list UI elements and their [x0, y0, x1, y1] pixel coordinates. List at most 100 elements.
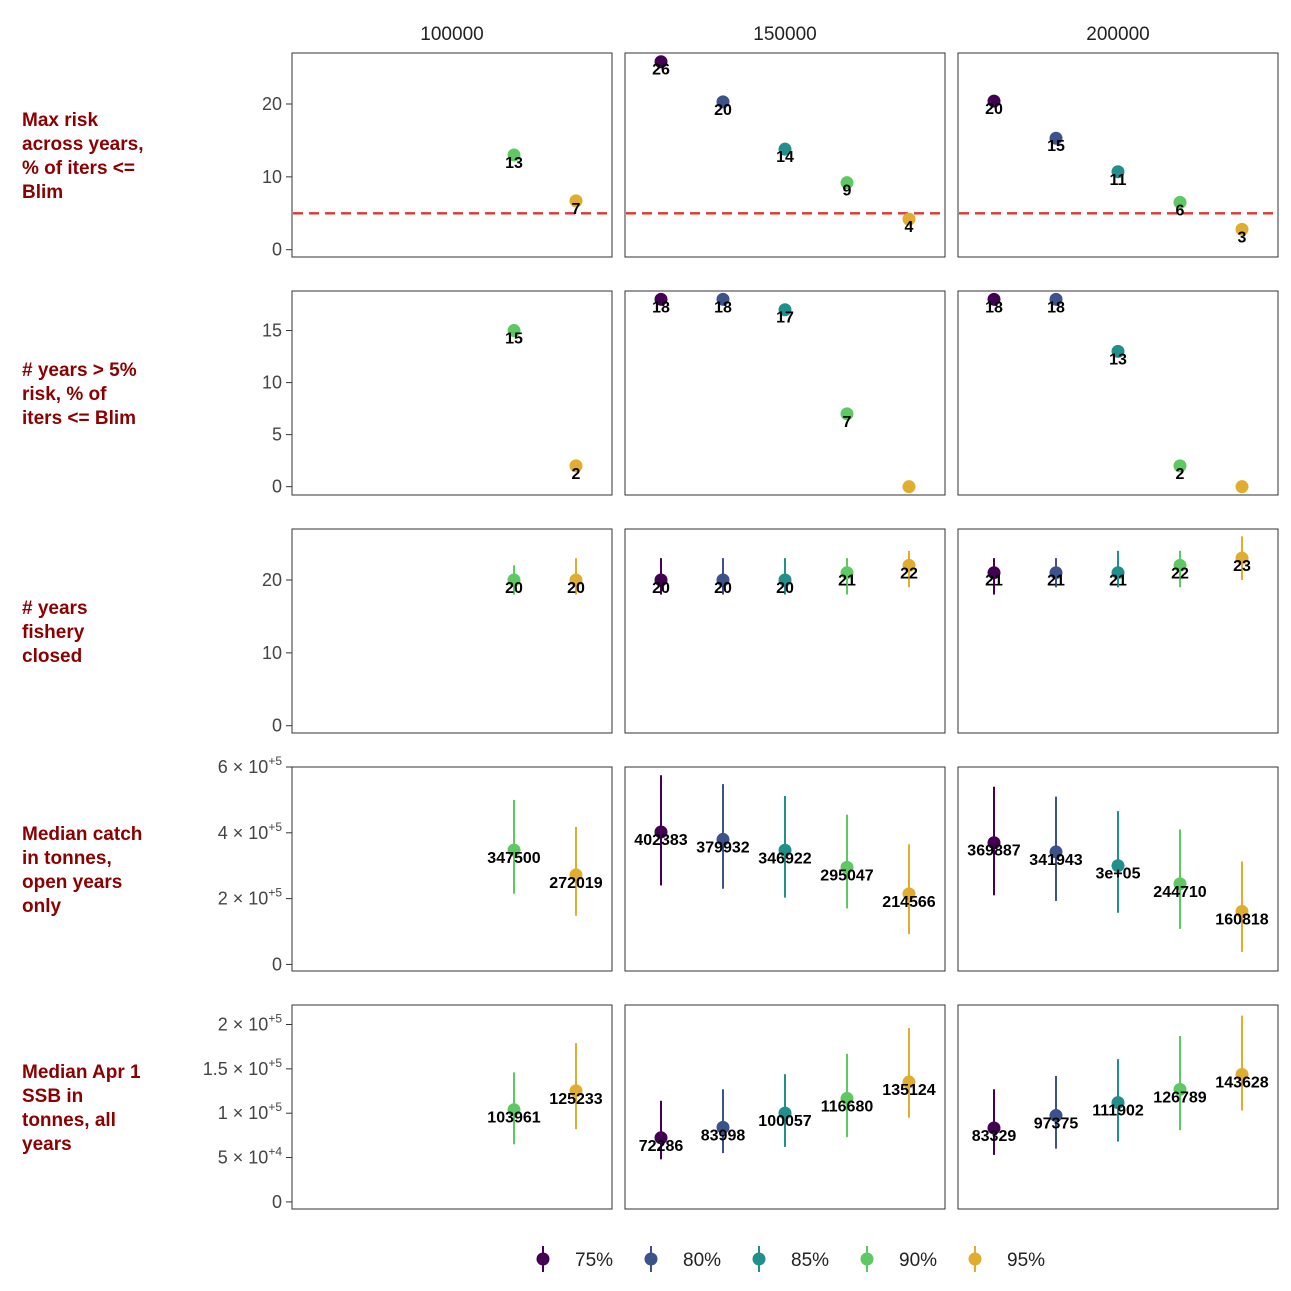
data-point	[569, 1084, 583, 1098]
data-point	[778, 573, 792, 587]
data-point	[902, 480, 916, 494]
y-tick-label: 2 × 10+5	[218, 886, 283, 909]
y-tick-label: 5	[272, 425, 282, 445]
data-label: 272019	[549, 875, 602, 892]
data-point	[840, 566, 854, 580]
y-tick-value: 0	[272, 954, 282, 974]
data-label: 346922	[758, 850, 811, 867]
data-point	[1173, 195, 1187, 209]
y-tick-value: 10	[262, 373, 282, 393]
data-label: 21	[838, 573, 856, 590]
data-label: 21	[1109, 573, 1127, 590]
y-tick-value: 20	[262, 570, 282, 590]
data-label: 72286	[639, 1138, 684, 1155]
data-label: 20	[714, 102, 732, 119]
data-point	[987, 566, 1001, 580]
y-tick-label: 0	[272, 716, 282, 736]
row-label: only	[22, 896, 61, 917]
data-point	[840, 407, 854, 421]
y-tick-label: 0	[272, 477, 282, 497]
data-point	[507, 324, 521, 338]
data-label: 11	[1110, 172, 1127, 189]
data-label: 9	[843, 183, 852, 200]
data-label: 103961	[487, 1110, 540, 1127]
legend-label: 80%	[683, 1250, 721, 1271]
data-point	[569, 459, 583, 473]
data-point	[716, 573, 730, 587]
y-tick-value: 2 × 10	[218, 1015, 269, 1035]
data-point	[569, 194, 583, 208]
y-tick-exponent: +4	[268, 1145, 282, 1159]
facet-panel	[624, 290, 946, 496]
data-label: 18	[985, 299, 1003, 316]
data-label: 15	[1047, 138, 1065, 155]
row-label: years	[22, 1134, 72, 1155]
data-label: 26	[652, 62, 670, 79]
data-label: 18	[652, 299, 670, 316]
data-point	[569, 868, 583, 882]
facet-panel	[957, 290, 1279, 496]
data-point	[778, 843, 792, 857]
data-label: 21	[985, 573, 1003, 590]
legend-label: 95%	[1007, 1250, 1045, 1271]
data-label: 3e+05	[1096, 866, 1141, 883]
row-label: Max risk	[22, 110, 98, 131]
data-label: 83329	[972, 1128, 1017, 1145]
y-tick-label: 20	[262, 570, 282, 590]
data-point	[507, 148, 521, 162]
y-tick-label: 10	[262, 167, 282, 187]
data-label: 160818	[1215, 912, 1268, 929]
data-label: 3	[1238, 229, 1247, 246]
data-point	[1173, 1082, 1187, 1096]
y-tick-value: 10	[262, 167, 282, 187]
y-tick-value: 5	[272, 425, 282, 445]
facet-panel	[291, 52, 613, 258]
data-point	[1049, 566, 1063, 580]
data-point	[1049, 845, 1063, 859]
data-label: 2	[572, 466, 581, 483]
data-label: 100057	[758, 1113, 811, 1130]
data-point	[987, 94, 1001, 108]
legend-key-point	[536, 1252, 550, 1266]
data-label: 369887	[967, 843, 1020, 860]
facet-panel	[291, 528, 613, 734]
data-label: 20	[776, 580, 794, 597]
data-point	[1235, 1068, 1249, 1082]
data-label: 13	[1109, 351, 1127, 368]
data-point	[569, 573, 583, 587]
y-tick-label: 1 × 10+5	[218, 1100, 283, 1123]
data-point	[716, 95, 730, 109]
data-point	[654, 292, 668, 306]
y-tick-value: 20	[262, 94, 282, 114]
row-label: # years > 5%	[22, 360, 137, 381]
data-point	[1173, 877, 1187, 891]
data-point	[1111, 859, 1125, 873]
data-label: 341943	[1029, 852, 1082, 869]
row-label: fishery	[22, 622, 85, 643]
data-label: 22	[900, 565, 918, 582]
data-label: 126789	[1153, 1089, 1206, 1106]
y-tick-exponent: +5	[268, 1100, 282, 1114]
data-point	[507, 843, 521, 857]
y-tick-label: 6 × 10+5	[218, 754, 283, 777]
data-label: 15	[505, 331, 523, 348]
y-tick-exponent: +5	[268, 1056, 282, 1070]
data-point	[654, 825, 668, 839]
data-point	[1049, 292, 1063, 306]
y-tick-label: 2 × 10+5	[218, 1012, 283, 1035]
data-point	[902, 1075, 916, 1089]
data-point	[507, 573, 521, 587]
column-header: 150000	[753, 24, 816, 45]
row-label: # years	[22, 598, 88, 619]
data-point	[902, 558, 916, 572]
y-tick-value: 1 × 10	[218, 1103, 269, 1123]
y-tick-label: 0	[272, 240, 282, 260]
y-tick-value: 0	[272, 240, 282, 260]
data-label: 23	[1233, 558, 1251, 575]
legend-key-point	[752, 1252, 766, 1266]
row-label: Blim	[22, 182, 63, 203]
y-tick-value: 0	[272, 1192, 282, 1212]
facet-panel	[291, 1004, 613, 1210]
data-label: 295047	[820, 867, 873, 884]
